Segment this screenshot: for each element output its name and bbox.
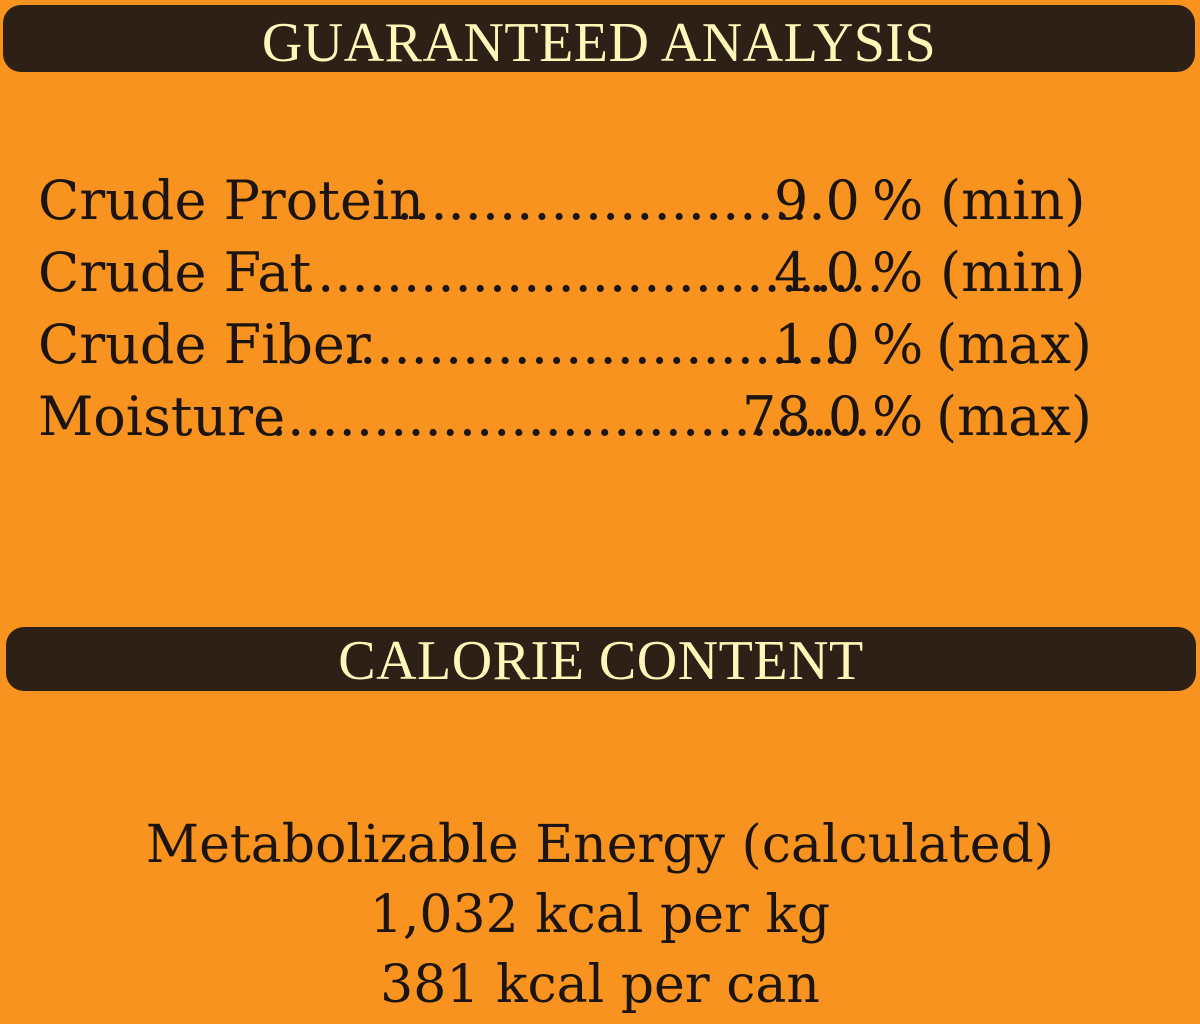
analysis-row-crude-fiber: Crude Fiber ............................… [38, 310, 1092, 380]
calorie-content-title: CALORIE CONTENT [338, 630, 864, 692]
analysis-qualifier: (min) [940, 241, 1086, 304]
analysis-value: 78.0 [742, 385, 863, 448]
calorie-energy-label: Metabolizable Energy (calculated) [145, 815, 1055, 875]
analysis-row-crude-fat: Crude Fat ..............................… [38, 238, 1085, 308]
analysis-qualifier: (max) [936, 313, 1092, 376]
analysis-label: Crude Fiber [38, 313, 371, 376]
guaranteed-analysis-title: GUARANTEED ANALYSIS [261, 12, 937, 74]
analysis-unit: % [872, 169, 924, 232]
analysis-row-moisture: Moisture ...............................… [38, 382, 1092, 452]
analysis-qualifier: (max) [936, 385, 1092, 448]
analysis-value: 4.0 [774, 241, 860, 304]
leader-dots: ........................ [396, 169, 808, 232]
analysis-value: 9.0 [774, 169, 860, 232]
calorie-per-kg: 1,032 kcal per kg [369, 885, 831, 945]
analysis-label: Crude Protein [38, 169, 424, 232]
calorie-content-header: CALORIE CONTENT [6, 627, 1196, 691]
analysis-unit: % [872, 385, 924, 448]
analysis-unit: % [872, 241, 924, 304]
leader-dots: .................................... [270, 385, 888, 448]
analysis-label: Moisture [38, 385, 286, 448]
calorie-per-can: 381 kcal per can [380, 955, 820, 1015]
leader-dots: .................................. [300, 241, 884, 304]
analysis-qualifier: (min) [940, 169, 1086, 232]
analysis-value: 1.0 [774, 313, 860, 376]
analysis-label: Crude Fat [38, 241, 312, 304]
analysis-row-crude-protein: Crude Protein ........................ 9… [38, 166, 1085, 236]
leader-dots: .............................. [342, 313, 857, 376]
analysis-unit: % [872, 313, 924, 376]
guaranteed-analysis-header: GUARANTEED ANALYSIS [3, 5, 1195, 72]
